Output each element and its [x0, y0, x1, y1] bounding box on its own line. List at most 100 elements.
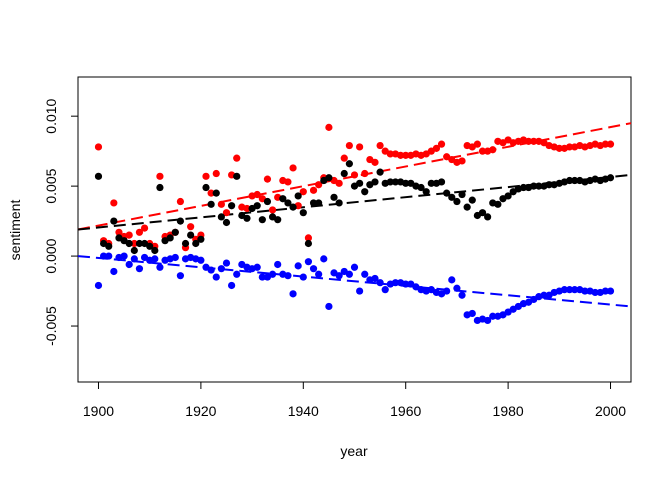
- data-point: [166, 234, 174, 242]
- data-point: [125, 231, 133, 239]
- plot-frame: [77, 76, 632, 383]
- x-axis: 1900 1920 1940 1960 1980 2000: [83, 381, 626, 419]
- data-point: [601, 140, 609, 148]
- data-point: [125, 260, 133, 269]
- data-point: [330, 193, 338, 201]
- data-point: [233, 172, 241, 180]
- data-point: [212, 189, 220, 197]
- data-point: [453, 197, 461, 206]
- data-point: [565, 143, 574, 151]
- data-point: [478, 147, 487, 155]
- data-point: [458, 190, 466, 199]
- data-point: [207, 266, 215, 274]
- data-point: [130, 239, 138, 248]
- data-point: [320, 255, 328, 263]
- data-point: [606, 174, 615, 182]
- data-point: [361, 169, 369, 178]
- data-point: [110, 267, 118, 276]
- data-point: [309, 265, 318, 273]
- data-points: [94, 123, 615, 325]
- data-point: [253, 202, 261, 210]
- data-point: [289, 203, 297, 211]
- data-point: [110, 217, 118, 225]
- data-point: [473, 140, 481, 148]
- trend-line: [77, 173, 632, 231]
- data-point: [581, 287, 589, 295]
- data-point: [274, 216, 282, 224]
- data-point: [443, 287, 451, 295]
- data-point: [253, 190, 261, 199]
- data-point: [299, 188, 307, 196]
- data-point: [217, 265, 225, 273]
- data-point: [202, 172, 210, 180]
- data-point: [171, 228, 179, 236]
- data-point: [571, 176, 579, 185]
- data-point: [494, 200, 502, 208]
- data-point: [524, 137, 533, 145]
- data-point: [268, 206, 277, 214]
- x-tick-label: 1920: [185, 403, 216, 419]
- data-point: [345, 141, 353, 150]
- data-point: [289, 164, 297, 172]
- data-point: [105, 242, 113, 250]
- data-point: [376, 168, 384, 176]
- data-point: [540, 291, 548, 299]
- data-point: [274, 260, 282, 269]
- trend-line: [77, 255, 632, 308]
- data-point: [94, 172, 103, 180]
- data-point: [468, 196, 476, 204]
- data-point: [386, 178, 394, 186]
- data-point: [176, 272, 185, 280]
- data-point: [345, 160, 353, 168]
- x-tick-label: 1900: [83, 403, 114, 419]
- data-point: [135, 265, 144, 273]
- data-point: [432, 144, 441, 152]
- data-point: [135, 239, 144, 248]
- data-point: [289, 290, 297, 298]
- data-point: [146, 242, 154, 250]
- data-point: [156, 183, 164, 192]
- data-point: [105, 252, 113, 260]
- data-point: [294, 192, 302, 200]
- data-point: [304, 239, 313, 248]
- data-point: [253, 263, 261, 271]
- y-tick-label: -0.005: [43, 306, 59, 346]
- data-point: [325, 302, 333, 311]
- data-point: [555, 144, 563, 152]
- data-point: [391, 279, 400, 287]
- data-point: [135, 228, 144, 236]
- data-point: [463, 203, 471, 211]
- data-point: [335, 272, 343, 280]
- data-point: [560, 286, 569, 294]
- data-point: [207, 200, 215, 208]
- data-point: [309, 199, 318, 207]
- data-point: [263, 197, 272, 206]
- data-point: [258, 216, 266, 224]
- data-point: [268, 270, 277, 278]
- y-tick-label: 0.010: [43, 98, 59, 133]
- data-point: [228, 281, 236, 290]
- data-point: [335, 199, 343, 207]
- data-point: [448, 276, 456, 284]
- data-point: [325, 123, 333, 131]
- data-point: [376, 279, 384, 287]
- data-point: [340, 154, 348, 162]
- data-point: [207, 189, 215, 197]
- x-tick-label: 1940: [288, 403, 319, 419]
- data-point: [356, 179, 364, 187]
- x-axis-label: year: [340, 443, 368, 459]
- data-point: [545, 181, 553, 189]
- data-point: [187, 223, 195, 231]
- data-point: [402, 151, 410, 159]
- data-point: [176, 217, 185, 225]
- data-point: [217, 213, 225, 221]
- data-point: [381, 286, 389, 294]
- data-point: [156, 172, 164, 180]
- data-point: [222, 209, 231, 217]
- data-point: [243, 204, 251, 213]
- data-point: [315, 270, 323, 278]
- data-point: [489, 146, 497, 154]
- data-point: [350, 263, 359, 271]
- data-point: [130, 255, 138, 263]
